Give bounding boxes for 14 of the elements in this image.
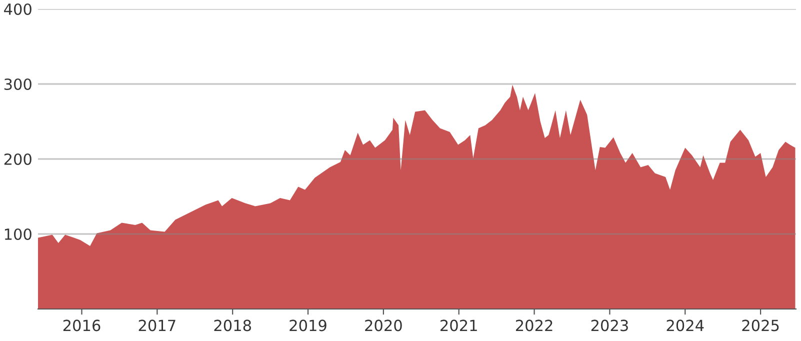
x-tick-label: 2020 [365, 320, 402, 332]
y-tick-label: 200 [4, 153, 32, 166]
x-tick-label: 2025 [742, 320, 779, 332]
x-tick-label: 2024 [666, 320, 704, 332]
x-tick-label: 2017 [138, 320, 176, 332]
x-tick-label: 2018 [214, 320, 251, 332]
y-tick-label: 400 [4, 3, 32, 16]
x-tick-label: 2016 [63, 320, 100, 332]
y-tick-label: 300 [4, 78, 32, 90]
x-tick-label: 2019 [290, 320, 326, 332]
x-tick-label: 2021 [440, 320, 477, 332]
x-tick-label: 2023 [591, 320, 628, 332]
x-tick-label: 2022 [516, 320, 552, 332]
y-tick-label: 100 [4, 228, 32, 240]
